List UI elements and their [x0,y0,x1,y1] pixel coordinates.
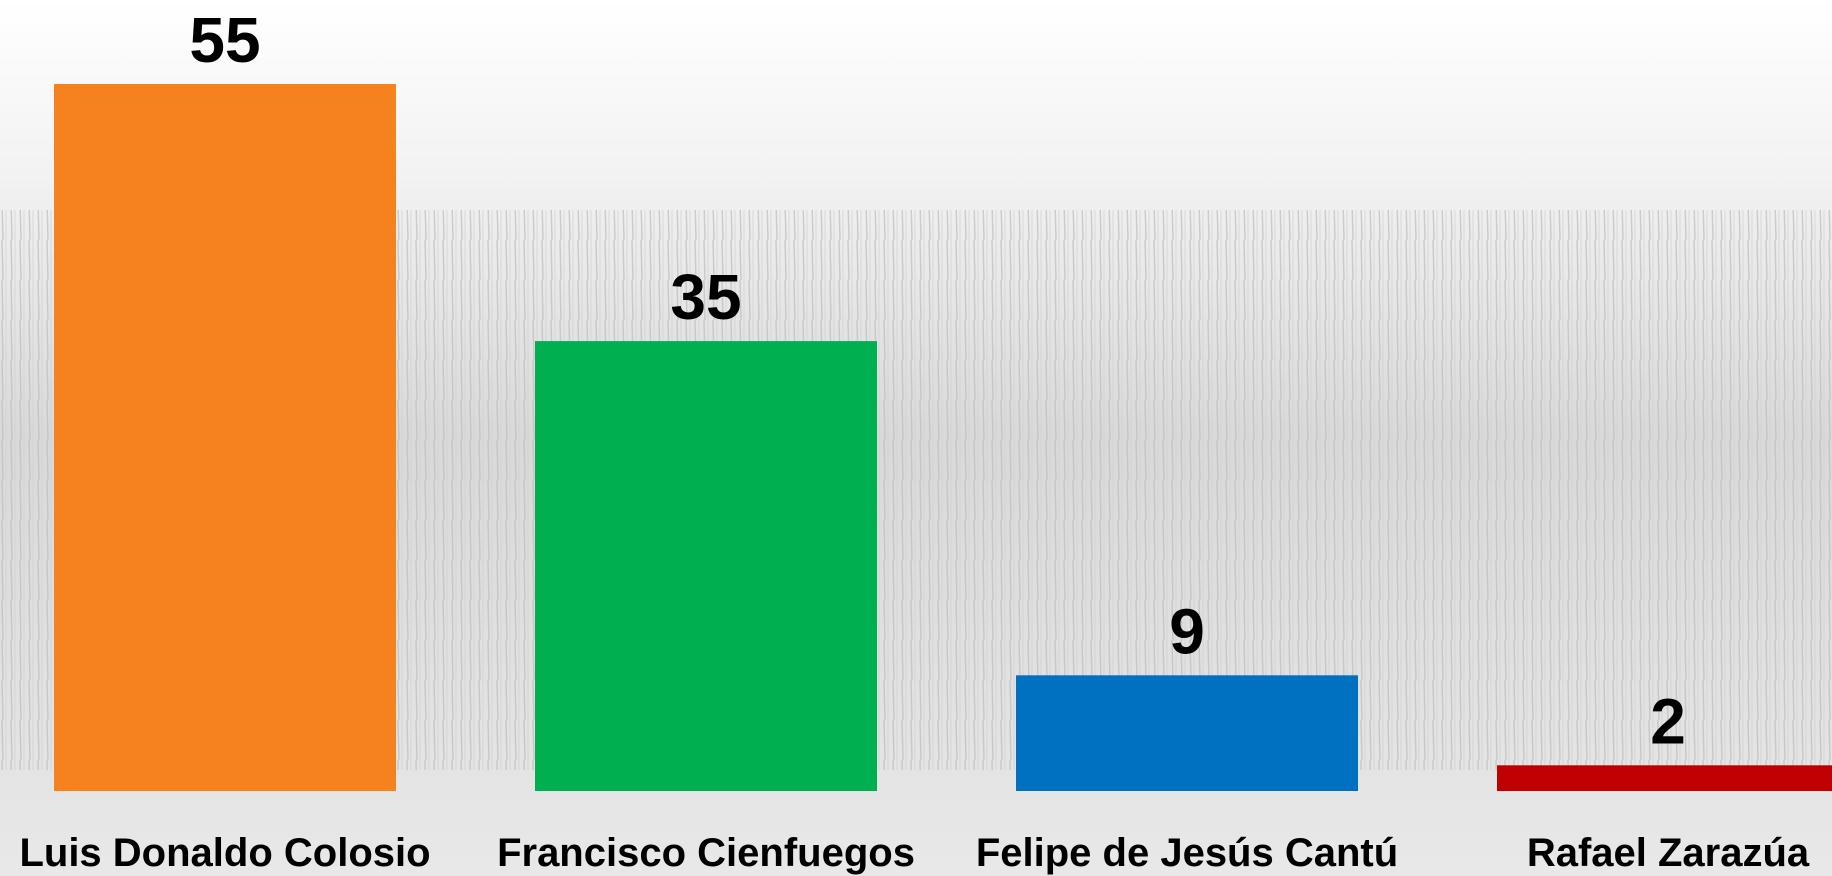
bar [54,84,396,791]
category-label: Rafael Zarazúa [1527,831,1810,875]
value-label: 2 [1650,685,1686,757]
category-label: Francisco Cienfuegos [497,831,915,875]
value-label: 35 [670,261,741,333]
bar [1497,765,1832,791]
category-label: Luis Donaldo Colosio [19,831,430,875]
value-label: 55 [189,4,260,76]
value-label: 9 [1169,595,1205,667]
category-label: Felipe de Jesús Cantú [976,831,1398,875]
bar [1016,675,1358,791]
bar [535,341,877,791]
